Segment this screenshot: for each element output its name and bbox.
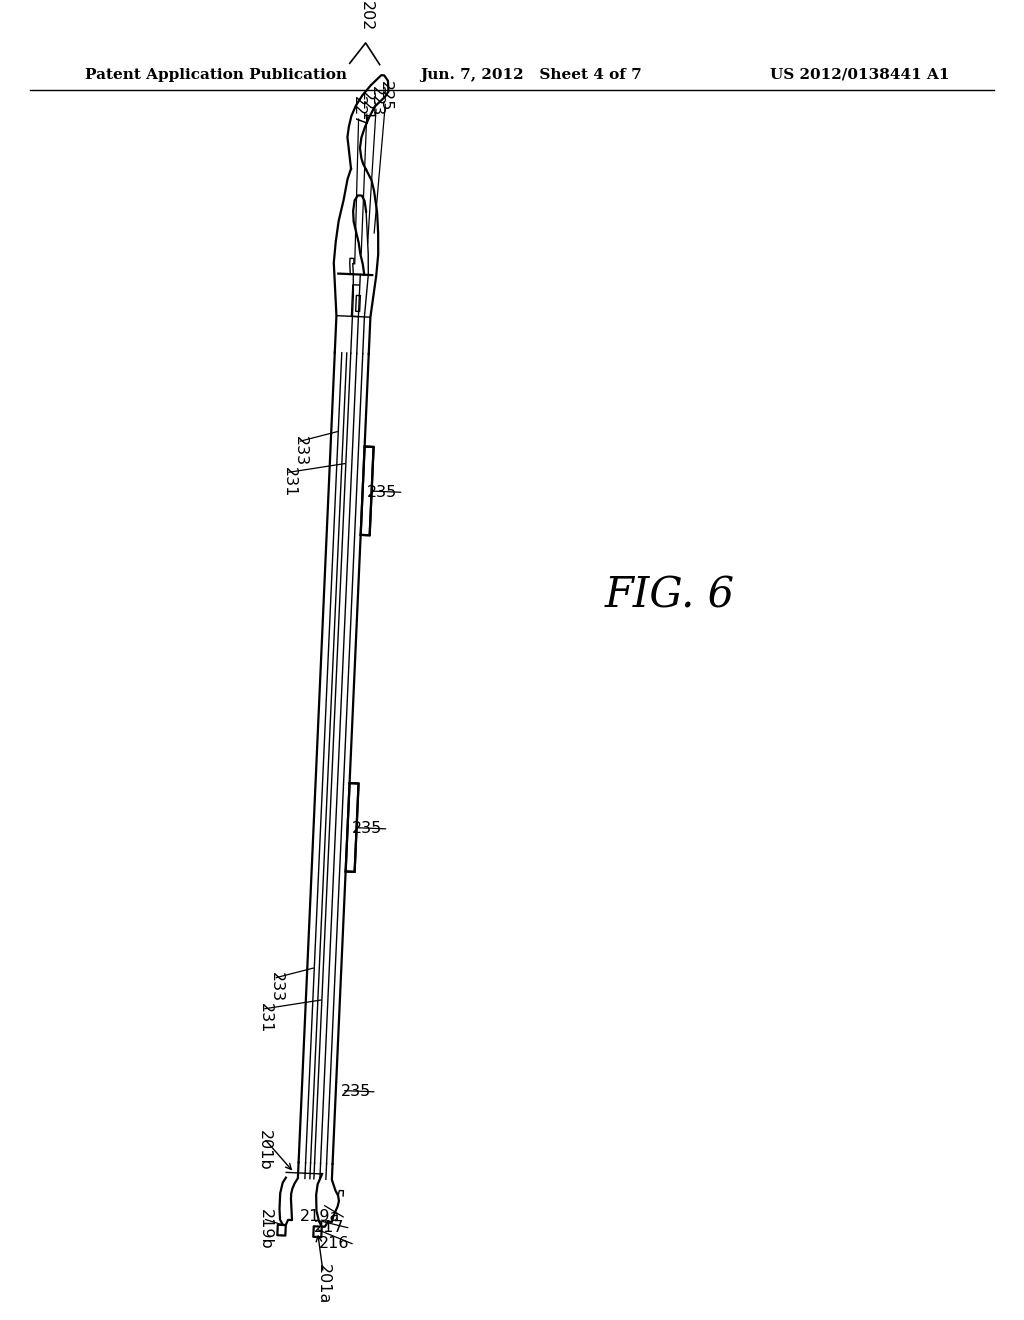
Text: 227: 227	[351, 96, 367, 127]
Text: 223: 223	[369, 86, 384, 116]
Text: 201b: 201b	[257, 1130, 271, 1171]
Text: FIG. 6: FIG. 6	[605, 574, 735, 616]
Text: 225: 225	[378, 82, 393, 112]
Text: 235: 235	[341, 1084, 371, 1100]
Text: 201a: 201a	[315, 1265, 331, 1305]
Text: 235: 235	[352, 821, 383, 837]
Text: US 2012/0138441 A1: US 2012/0138441 A1	[770, 67, 949, 82]
Text: 219a: 219a	[300, 1209, 340, 1225]
Text: Patent Application Publication: Patent Application Publication	[85, 67, 347, 82]
Text: 219b: 219b	[258, 1209, 273, 1250]
Text: 231: 231	[257, 1003, 272, 1034]
Text: Jun. 7, 2012   Sheet 4 of 7: Jun. 7, 2012 Sheet 4 of 7	[420, 67, 642, 82]
Text: 202: 202	[359, 1, 375, 32]
Text: 233: 233	[293, 436, 308, 466]
Text: 235: 235	[368, 484, 397, 500]
Polygon shape	[346, 783, 358, 873]
Text: 217: 217	[314, 1220, 345, 1236]
Text: 233: 233	[269, 973, 284, 1003]
Polygon shape	[360, 446, 374, 536]
Text: 216: 216	[318, 1236, 349, 1251]
Text: 231: 231	[282, 467, 297, 498]
Text: 221: 221	[359, 91, 375, 121]
